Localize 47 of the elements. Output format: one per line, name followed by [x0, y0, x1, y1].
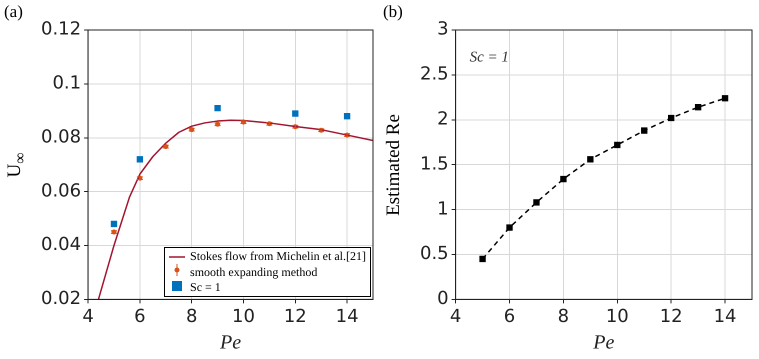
x-tick-label: 10 — [232, 306, 255, 327]
y-tick-label: 0 — [437, 288, 449, 310]
y-tick-label: 0.1 — [52, 72, 82, 94]
legend-label: smooth expanding method — [190, 264, 318, 280]
x-tick-label: 8 — [558, 306, 570, 327]
x-tick-label: 6 — [134, 306, 146, 327]
x-tick-label: 14 — [714, 306, 737, 327]
y-tick-label: 0.08 — [41, 126, 82, 148]
point — [560, 176, 567, 182]
x-tick-label: 6 — [504, 306, 516, 327]
y-tick-label: 2.5 — [420, 64, 449, 85]
legend-label: Stokes flow from Michelin et al.[21] — [190, 249, 366, 264]
x-tick-label: 14 — [336, 306, 359, 327]
point — [614, 142, 620, 148]
y-tick-label: 0.02 — [41, 288, 82, 310]
point — [292, 110, 298, 117]
point — [344, 113, 350, 120]
y-tick-label: 0.12 — [41, 18, 82, 40]
x-tick-label: 10 — [606, 306, 629, 327]
chart-title: (a) — [4, 2, 23, 22]
y-tick-label: 1.5 — [420, 153, 449, 174]
x-tick-label: 8 — [186, 306, 198, 327]
y-tick-label: 2 — [437, 108, 449, 130]
point — [587, 156, 594, 162]
point — [641, 127, 648, 134]
annotation: Sc = 1 — [470, 49, 509, 66]
point — [214, 104, 221, 112]
point — [479, 256, 486, 262]
x-tick-label: 12 — [660, 306, 683, 327]
x-tick-label: 4 — [82, 306, 94, 327]
y-tick-label: 3 — [437, 18, 449, 40]
y-tick-label: 0.04 — [41, 234, 82, 256]
y-axis-title: Estimated Re — [383, 114, 405, 216]
y-tick-label: 0.06 — [41, 180, 82, 202]
point — [533, 199, 540, 206]
legend-label: Sc = 1 — [190, 280, 221, 296]
point — [668, 114, 674, 122]
x-axis-title: Pe — [592, 331, 614, 354]
y-tick-label: 1 — [437, 198, 449, 220]
point — [136, 156, 144, 162]
chart-title: (b) — [383, 2, 403, 22]
point — [722, 95, 728, 102]
point — [694, 104, 702, 110]
x-axis-title: Pe — [218, 331, 242, 354]
x-tick-label: 4 — [450, 306, 462, 327]
y-tick-label: 0.5 — [420, 243, 449, 264]
x-tick-label: 12 — [284, 306, 307, 327]
